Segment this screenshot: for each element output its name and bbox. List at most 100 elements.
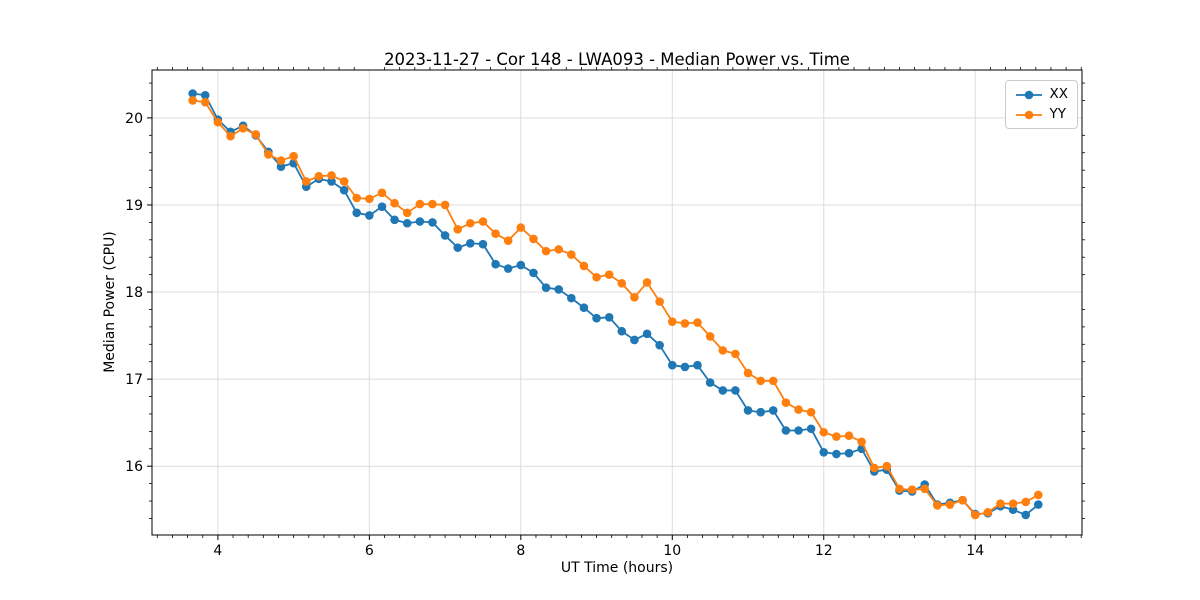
data-point-xx (377, 202, 387, 212)
data-point-xx (630, 335, 639, 345)
data-point-yy (996, 499, 1005, 508)
data-point-yy (415, 199, 425, 209)
data-point-xx (667, 360, 677, 370)
data-point-yy (1021, 497, 1031, 507)
data-point-yy (882, 461, 892, 471)
data-point-yy (453, 225, 463, 234)
x-tick-label: 8 (516, 543, 525, 559)
legend-label-yy: YY (1049, 106, 1067, 122)
data-point-yy (869, 463, 879, 473)
data-point-yy (238, 124, 248, 133)
data-point-yy (592, 272, 601, 282)
series-xx (188, 89, 1043, 520)
data-point-xx (731, 386, 740, 395)
data-point-xx (327, 177, 336, 186)
data-point-yy (781, 398, 791, 407)
minor-ticks (149, 67, 1085, 538)
x-tick-label: 12 (815, 543, 833, 559)
data-point-yy (983, 508, 993, 517)
axis-ticks: 4 6 8 10 12 14 16 17 18 19 20 (125, 111, 984, 559)
data-point-yy (667, 317, 677, 326)
data-point-xx (415, 217, 425, 226)
series-yy (188, 96, 1043, 520)
y-tick-label: 18 (125, 285, 143, 301)
data-point-xx (756, 407, 765, 417)
data-point-yy (276, 156, 286, 165)
data-point-yy (478, 217, 488, 226)
data-point-xx (1034, 500, 1043, 509)
legend-label-xx: XX (1049, 86, 1069, 102)
data-point-yy (604, 270, 614, 279)
legend-swatch-xx-icon (1015, 90, 1042, 99)
data-point-yy (402, 208, 412, 218)
x-axis-label: UT Time (hours) (560, 560, 674, 576)
data-point-xx (705, 378, 715, 387)
chart-title: 2023-11-27 - Cor 148 - LWA093 - Median P… (384, 50, 850, 69)
data-point-yy (503, 236, 513, 245)
data-point-xx (541, 283, 551, 292)
legend-entry-yy: YY (1015, 106, 1069, 123)
x-tick-label: 10 (663, 543, 681, 559)
x-tick-label: 14 (966, 543, 984, 559)
data-point-yy (466, 218, 475, 228)
data-point-xx (516, 260, 526, 270)
data-point-yy (289, 151, 298, 161)
data-point-xx (617, 326, 627, 336)
data-point-yy (1008, 499, 1018, 508)
data-point-yy (756, 376, 765, 386)
data-point-yy (794, 405, 803, 414)
data-point-xx (453, 243, 463, 252)
data-point-yy (806, 407, 816, 417)
data-point-yy (200, 97, 210, 107)
data-point-yy (1034, 490, 1043, 500)
data-point-yy (642, 278, 652, 287)
data-point-yy (705, 332, 715, 341)
data-point-xx (1021, 510, 1031, 520)
data-point-xx (781, 426, 791, 435)
data-point-yy (567, 250, 576, 259)
data-point-yy (251, 130, 261, 139)
data-point-xx (188, 89, 197, 98)
data-point-xx (276, 162, 286, 171)
data-point-yy (541, 246, 551, 256)
data-point-yy (920, 484, 930, 494)
data-point-yy (844, 431, 854, 441)
data-point-yy (529, 234, 538, 244)
data-point-yy (390, 198, 399, 208)
data-point-xx (592, 313, 601, 323)
data-point-xx (604, 313, 614, 322)
data-point-xx (655, 340, 664, 350)
data-point-yy (301, 177, 311, 186)
data-point-yy (743, 368, 753, 378)
data-point-yy (907, 485, 917, 495)
y-tick-label: 17 (125, 372, 143, 388)
data-point-xx (478, 239, 488, 249)
data-point-yy (933, 501, 942, 510)
data-point-yy (718, 346, 728, 355)
data-point-yy (970, 510, 980, 520)
data-point-xx (402, 218, 412, 228)
data-point-xx (794, 426, 803, 435)
legend: XX YY (1004, 80, 1078, 129)
data-point-yy (857, 437, 866, 447)
data-point-xx (718, 386, 728, 395)
data-point-xx (844, 448, 854, 458)
data-point-yy (213, 117, 223, 127)
data-point-yy (693, 318, 702, 327)
data-point-yy (768, 376, 778, 386)
data-point-xx (390, 215, 399, 225)
data-point-xx (680, 362, 690, 372)
data-point-yy (264, 150, 273, 159)
data-point-yy (819, 427, 829, 437)
data-point-xx (1008, 505, 1018, 515)
data-point-yy (352, 193, 362, 203)
data-point-xx (642, 329, 652, 339)
axes-spines (151, 69, 1083, 536)
data-point-xx (440, 231, 450, 240)
data-point-xx (567, 293, 576, 303)
data-point-xx (503, 264, 513, 273)
data-point-yy (731, 349, 740, 359)
data-point-yy (339, 177, 349, 186)
y-tick-label: 19 (125, 198, 143, 214)
